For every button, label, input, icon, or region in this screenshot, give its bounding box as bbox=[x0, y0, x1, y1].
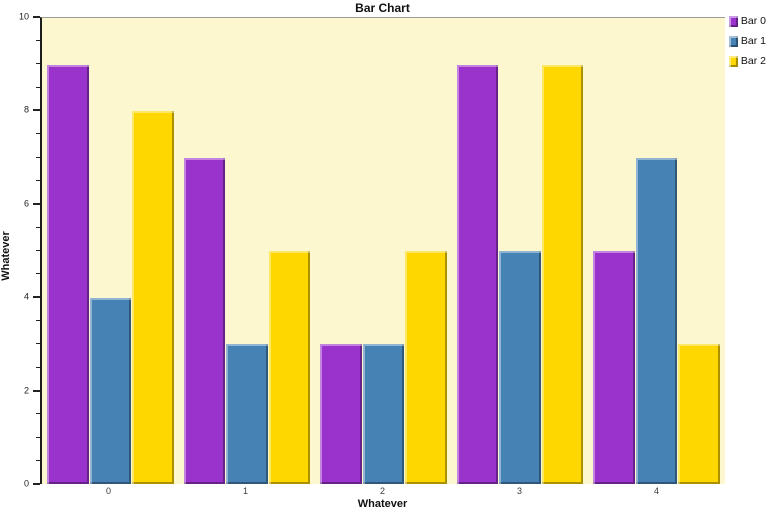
legend-item: Bar 2 bbox=[728, 55, 766, 67]
y-tick bbox=[36, 413, 40, 415]
y-tick bbox=[36, 343, 40, 345]
bar-group bbox=[452, 18, 589, 484]
bar-bar-0-cat-3 bbox=[456, 64, 499, 484]
bar-bar-2-cat-4 bbox=[678, 344, 720, 484]
y-tick bbox=[33, 202, 40, 205]
y-tick-label: 4 bbox=[23, 291, 29, 302]
y-tick bbox=[33, 109, 40, 112]
legend-swatch bbox=[728, 15, 738, 27]
bar-bar-0-cat-1 bbox=[183, 157, 226, 484]
y-tick bbox=[36, 63, 40, 65]
bar-group bbox=[179, 18, 316, 484]
y-axis-ticks: 0 2 4 6 8 10 bbox=[0, 12, 40, 488]
plot-area bbox=[40, 17, 725, 484]
y-tick bbox=[33, 483, 40, 485]
bar-bar-0-cat-4 bbox=[593, 251, 635, 484]
x-tick-label: 4 bbox=[653, 486, 659, 496]
x-tick-label: 1 bbox=[242, 486, 248, 496]
x-tick-label: 2 bbox=[379, 486, 385, 496]
bar-group bbox=[42, 18, 179, 484]
x-tick-labels: 0 1 2 3 4 bbox=[40, 487, 725, 496]
x-tick-label: 3 bbox=[516, 486, 522, 496]
legend: Bar 0 Bar 1 Bar 2 bbox=[728, 15, 766, 67]
bar-bar-2-cat-1 bbox=[268, 251, 311, 484]
y-tick bbox=[36, 436, 40, 438]
y-tick-label: 10 bbox=[18, 11, 29, 22]
x-tick-label: 0 bbox=[105, 486, 111, 496]
y-tick bbox=[36, 133, 40, 135]
y-tick bbox=[33, 16, 40, 18]
bar-bar-1-cat-1 bbox=[226, 344, 268, 484]
bar-bar-1-cat-0 bbox=[89, 297, 132, 484]
legend-label: Bar 1 bbox=[740, 35, 766, 47]
y-tick bbox=[36, 320, 40, 322]
legend-item: Bar 1 bbox=[728, 35, 766, 47]
y-tick bbox=[36, 226, 40, 228]
y-axis-label: Whatever bbox=[0, 231, 12, 281]
chart-title: Bar Chart bbox=[355, 1, 410, 15]
legend-label: Bar 2 bbox=[740, 55, 766, 67]
y-tick-label: 0 bbox=[23, 478, 29, 489]
y-tick bbox=[36, 179, 40, 181]
bar-bar-1-cat-2 bbox=[362, 344, 405, 484]
bar-bar-2-cat-0 bbox=[132, 111, 174, 484]
y-tick bbox=[36, 39, 40, 41]
y-tick bbox=[36, 273, 40, 275]
bar-bar-1-cat-3 bbox=[499, 251, 541, 484]
legend-label: Bar 0 bbox=[740, 15, 766, 27]
y-tick bbox=[33, 296, 40, 299]
legend-swatch bbox=[728, 55, 738, 67]
bar-bar-2-cat-2 bbox=[405, 251, 447, 484]
x-axis-label: Whatever bbox=[357, 498, 408, 510]
y-tick-label: 8 bbox=[23, 104, 29, 115]
legend-item: Bar 0 bbox=[728, 15, 766, 27]
y-tick-label: 2 bbox=[23, 385, 29, 396]
bar-bar-2-cat-3 bbox=[541, 64, 584, 484]
y-tick bbox=[36, 250, 40, 251]
bar-groups bbox=[42, 18, 725, 484]
bar-bar-1-cat-4 bbox=[635, 157, 678, 484]
y-tick bbox=[36, 366, 40, 368]
legend-swatch bbox=[728, 35, 738, 47]
bar-bar-0-cat-2 bbox=[320, 344, 362, 484]
y-tick-label: 6 bbox=[23, 198, 29, 209]
y-tick bbox=[33, 389, 40, 392]
y-tick bbox=[36, 156, 40, 158]
bar-group bbox=[588, 18, 725, 484]
bar-group bbox=[315, 18, 452, 484]
y-tick bbox=[36, 86, 40, 88]
bar-bar-0-cat-0 bbox=[47, 64, 89, 484]
y-tick bbox=[36, 460, 40, 462]
